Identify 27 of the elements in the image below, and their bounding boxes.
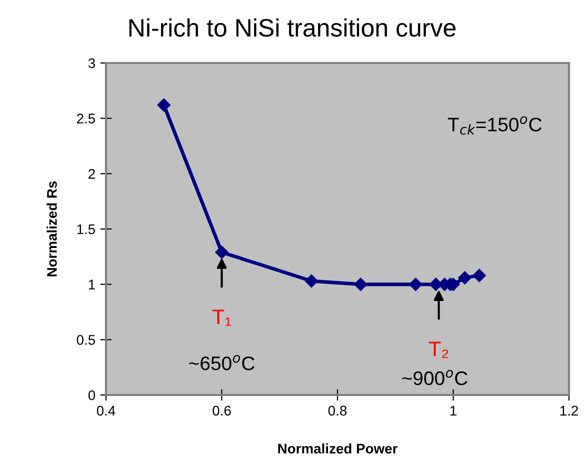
point xyxy=(215,246,228,259)
point xyxy=(304,274,318,288)
x-tick-label: 0.4 xyxy=(96,406,116,416)
point xyxy=(409,278,422,291)
annotation: T₂ xyxy=(428,342,448,358)
point xyxy=(472,268,486,282)
point xyxy=(157,98,170,112)
y-tick-label: 2.5 xyxy=(76,114,96,124)
annotation: T₁ xyxy=(212,310,232,326)
y-tick-label: 3 xyxy=(88,58,95,68)
y-tick-label: 2 xyxy=(88,169,95,179)
point xyxy=(458,271,472,284)
x-tick-label: 0.8 xyxy=(328,406,347,416)
annotation: ~650$^{o}$C xyxy=(189,354,254,370)
y-tick-label: 0.5 xyxy=(76,335,96,345)
point xyxy=(354,278,368,291)
x-tick-label: 1.2 xyxy=(560,406,578,416)
y-axis-title: Normalized Rs xyxy=(46,181,57,276)
y-tick-label: 0 xyxy=(88,390,96,400)
chart-title: Ni-rich to NiSi transition curve xyxy=(129,18,456,37)
y-tick-label: 1.5 xyxy=(77,224,96,234)
y-tick-label: 1 xyxy=(88,280,95,290)
annotation: T$_{ck}$=150$^{o}$C xyxy=(448,116,542,135)
x-tick-label: 1 xyxy=(450,406,456,416)
annotation: ~900$^{o}$C xyxy=(402,370,468,386)
x-tick-label: 0.6 xyxy=(212,406,231,416)
x-axis-title: Normalized Power xyxy=(278,443,398,454)
